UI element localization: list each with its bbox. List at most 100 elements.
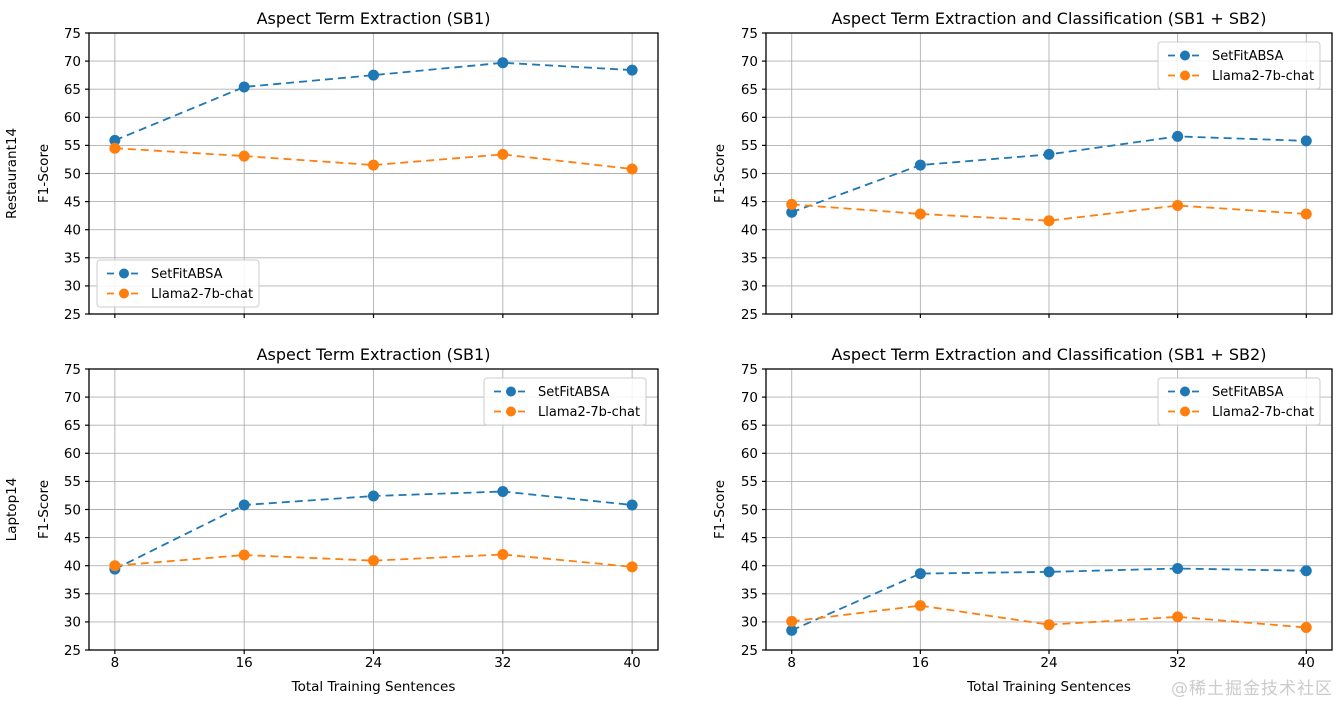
data-series-setfitabsa — [114, 61, 633, 142]
y-axis-tick-label: 45 — [741, 194, 758, 210]
y-axis-tick-label: 55 — [741, 474, 758, 490]
y-axis-tick-label: 60 — [741, 446, 758, 462]
data-point-setfitabsa — [786, 624, 798, 636]
legend-item-label: Llama2-7b-chat — [151, 287, 253, 302]
data-point-setfitabsa — [914, 568, 926, 580]
y-axis-tick-label: 25 — [64, 307, 81, 323]
row-label: Laptop14 — [4, 478, 20, 542]
legend-item-label: SetFitABSA — [538, 385, 610, 400]
subplot-sb1-sb2-r1c1: 25 30 35 40 45 50 55 60 65 70 75 8 16 24 32 40 Aspect Te… — [712, 345, 1333, 695]
y-axis-tick-label: 25 — [64, 643, 81, 659]
x-axis-label: Total Training Sentences — [291, 679, 456, 695]
chart-title: Aspect Term Extraction and Classificatio… — [832, 9, 1267, 28]
y-axis-tick-label: 45 — [64, 194, 81, 210]
x-axis-tick-label: 32 — [1169, 655, 1186, 671]
data-point-setfitabsa — [1043, 566, 1055, 578]
x-axis-tick-label: 8 — [787, 655, 796, 671]
data-point-llama2-7b-chat — [368, 159, 379, 171]
y-axis-tick-label: 25 — [741, 643, 758, 659]
data-point-setfitabsa — [238, 81, 250, 93]
legend-box — [483, 377, 647, 426]
y-axis-tick-label: 70 — [64, 390, 81, 406]
y-axis-tick-label: 30 — [64, 279, 81, 295]
y-axis-label: F1-Score — [712, 144, 728, 203]
y-axis-tick-label: 30 — [741, 615, 758, 631]
y-axis-tick-label: 70 — [741, 390, 758, 406]
data-point-setfitabsa — [914, 159, 926, 171]
x-axis-label: Total Training Sentences — [966, 679, 1131, 695]
y-axis-tick-label: 75 — [741, 362, 758, 378]
legend-sample-marker — [1180, 50, 1190, 61]
legend-box — [1157, 41, 1321, 90]
chart-title: Aspect Term Extraction and Classificatio… — [832, 345, 1267, 364]
y-axis-tick-label: 40 — [64, 559, 81, 575]
y-axis-tick-label: 70 — [64, 54, 81, 70]
y-axis-tick-label: 65 — [64, 82, 81, 98]
y-axis-tick-label: 70 — [741, 54, 758, 70]
legend-sample-marker — [1180, 406, 1190, 417]
legend-item-label: SetFitABSA — [1212, 385, 1284, 400]
x-axis-tick-label: 8 — [111, 655, 120, 671]
data-point-llama2-7b-chat — [497, 548, 509, 560]
data-point-setfitabsa — [238, 499, 250, 511]
legend-box — [96, 259, 260, 308]
data-point-setfitabsa — [626, 64, 638, 76]
data-point-setfitabsa — [497, 486, 509, 498]
data-point-llama2-7b-chat — [914, 600, 926, 612]
row-label: Restaurant14 — [4, 128, 20, 219]
y-axis-tick-label: 60 — [741, 110, 758, 126]
data-point-setfitabsa — [1172, 563, 1184, 575]
data-point-llama2-7b-chat — [1172, 200, 1184, 212]
y-axis-tick-label: 30 — [741, 279, 758, 295]
data-point-llama2-7b-chat — [238, 150, 250, 162]
x-axis-tick-label: 24 — [365, 655, 382, 671]
y-axis-tick-label: 50 — [741, 502, 758, 518]
data-series-setfitabsa — [791, 567, 1307, 632]
data-point-llama2-7b-chat — [1043, 619, 1055, 631]
data-point-setfitabsa — [1043, 148, 1055, 160]
y-axis-tick-label: 75 — [64, 362, 81, 378]
watermark: @稀土掘金技术社区 — [1171, 679, 1333, 699]
y-axis-tick-label: 45 — [741, 530, 758, 546]
data-point-setfitabsa — [1172, 130, 1184, 142]
data-point-setfitabsa — [626, 499, 638, 511]
y-axis-label: F1-Score — [712, 480, 728, 539]
legend-sample-marker — [119, 288, 129, 299]
data-point-llama2-7b-chat — [109, 142, 121, 154]
y-axis-tick-label: 55 — [64, 474, 81, 490]
y-axis-tick-label: 65 — [741, 418, 758, 434]
data-point-setfitabsa — [1300, 565, 1312, 577]
y-axis-label: F1-Score — [36, 144, 52, 203]
legend-item-label: Llama2-7b-chat — [1212, 405, 1314, 420]
x-axis-tick-label: 24 — [1040, 655, 1057, 671]
y-axis-tick-label: 30 — [64, 615, 81, 631]
y-axis-tick-label: 35 — [64, 587, 81, 603]
x-axis-tick-label: 16 — [912, 655, 929, 671]
y-axis-tick-label: 65 — [741, 82, 758, 98]
x-axis-tick-label: 40 — [1298, 655, 1315, 671]
data-point-setfitabsa — [1300, 135, 1312, 147]
legend-item-label: Llama2-7b-chat — [538, 405, 640, 420]
data-series-llama2-7b-chat — [114, 553, 633, 568]
data-point-llama2-7b-chat — [1300, 208, 1312, 220]
data-point-llama2-7b-chat — [368, 555, 379, 567]
chart-title: Aspect Term Extraction (SB1) — [257, 9, 491, 28]
legend-sample-marker — [1180, 70, 1190, 81]
data-point-setfitabsa — [368, 490, 379, 502]
subplot-sb1-sb2-r0c1: 25 30 35 40 45 50 55 60 65 70 75 Aspect Term Extrac… — [712, 9, 1333, 323]
y-axis-tick-label: 75 — [741, 26, 758, 42]
data-point-setfitabsa — [497, 57, 509, 69]
data-point-llama2-7b-chat — [497, 148, 509, 160]
y-axis-tick-label: 75 — [64, 26, 81, 42]
data-point-llama2-7b-chat — [786, 198, 798, 210]
legend-sample-marker — [1180, 386, 1190, 397]
x-axis-tick-label: 16 — [236, 655, 253, 671]
data-point-llama2-7b-chat — [238, 549, 250, 561]
y-axis-tick-label: 55 — [64, 138, 81, 154]
data-point-setfitabsa — [368, 69, 379, 81]
legend-item-label: SetFitABSA — [151, 267, 223, 282]
legend-box — [1157, 377, 1321, 426]
y-axis-tick-label: 50 — [64, 502, 81, 518]
